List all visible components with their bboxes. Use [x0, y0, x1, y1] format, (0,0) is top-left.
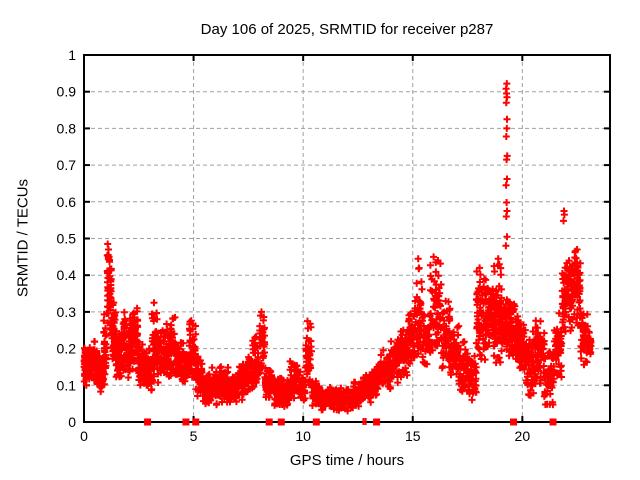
zero-marker — [182, 418, 190, 426]
y-tick-label: 0.9 — [57, 84, 77, 100]
zero-marker — [144, 418, 152, 426]
zero-marker — [277, 418, 285, 426]
y-tick-label: 0.3 — [57, 304, 77, 320]
y-tick-label: 0.2 — [57, 341, 77, 357]
y-tick-label: 0.4 — [57, 267, 77, 283]
y-tick-label: 0.8 — [57, 120, 77, 136]
x-tick-label: 5 — [190, 428, 198, 444]
zero-marker — [312, 418, 320, 426]
y-tick-label: 1 — [68, 47, 76, 63]
x-tick-label: 10 — [295, 428, 311, 444]
data-points — [80, 80, 595, 415]
chart-title: Day 106 of 2025, SRMTID for receiver p28… — [200, 21, 494, 38]
y-tick-label: 0 — [68, 414, 76, 430]
y-tick-label: 0.6 — [57, 194, 77, 210]
zero-marker — [373, 418, 381, 426]
zero-marker — [192, 418, 200, 426]
zero-marker — [549, 418, 557, 426]
x-tick-label: 15 — [405, 428, 421, 444]
x-axis-label: GPS time / hours — [289, 452, 405, 469]
y-tick-label: 0.7 — [57, 157, 77, 173]
zero-marker — [510, 418, 518, 426]
y-tick-label: 0.1 — [57, 377, 77, 393]
x-tick-label: 0 — [80, 428, 88, 444]
y-axis-label: SRMTID / TECUs — [14, 178, 32, 298]
x-tick-label: 20 — [515, 428, 531, 444]
zero-marker — [265, 418, 273, 426]
plot-border — [83, 54, 611, 423]
y-tick-label: 0.5 — [57, 231, 77, 247]
